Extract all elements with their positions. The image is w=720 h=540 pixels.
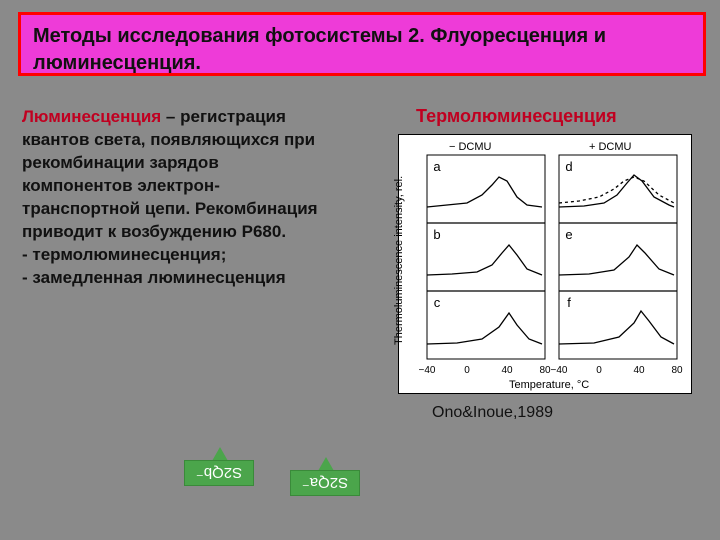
description-text: Люминесценция – регистрация квантов свет… — [22, 106, 332, 290]
title-line-2: люминесценция. — [33, 52, 201, 74]
bullet-1: - термолюминесценция; — [22, 245, 226, 264]
figure-curves: a b c d e f −40 −40 0 0 40 40 80 80 — [399, 135, 691, 393]
svg-text:d: d — [565, 159, 572, 174]
svg-text:−40: −40 — [419, 365, 436, 376]
slide-title: Методы исследования фотосистемы 2. Флуор… — [18, 12, 706, 76]
svg-text:40: 40 — [633, 365, 645, 376]
svg-text:80: 80 — [539, 365, 551, 376]
thermoluminescence-figure: Thermoluminescence intensity, rel. Tempe… — [398, 134, 692, 394]
svg-text:0: 0 — [464, 365, 470, 376]
callout-tag-1: S2Qa⁻ — [290, 470, 360, 496]
term-luminescence: Люминесценция — [22, 107, 161, 126]
svg-text:b: b — [433, 227, 440, 242]
svg-text:e: e — [565, 227, 572, 242]
svg-text:a: a — [433, 159, 441, 174]
svg-text:0: 0 — [596, 365, 602, 376]
svg-text:c: c — [434, 295, 441, 310]
svg-text:−40: −40 — [551, 365, 568, 376]
callout-tag-0: S2Qb⁻ — [184, 460, 254, 486]
figure-citation: Ono&Inoue,1989 — [432, 404, 553, 422]
description-rest: – регистрация квантов света, появляющихс… — [22, 107, 318, 241]
svg-text:f: f — [567, 295, 571, 310]
svg-text:80: 80 — [671, 365, 683, 376]
thermoluminescence-label: Термолюминесценция — [416, 106, 617, 127]
svg-text:40: 40 — [501, 365, 513, 376]
title-line-1: Методы исследования фотосистемы 2. Флуор… — [33, 25, 606, 47]
bullet-2: - замедленная люминесценция — [22, 268, 286, 287]
